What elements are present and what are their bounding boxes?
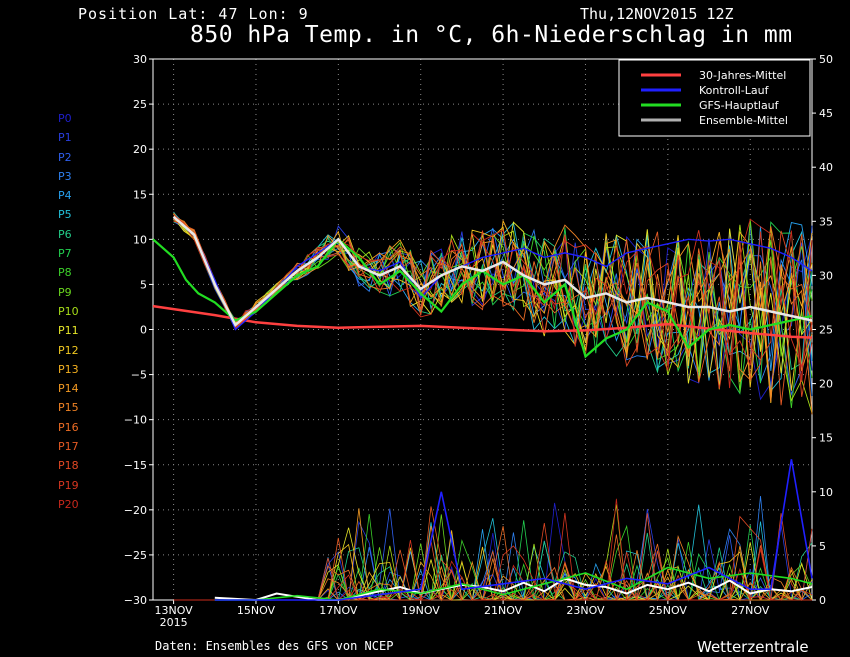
x-tick-label: 21NOV xyxy=(484,604,523,617)
x-tick-label: 27NOV xyxy=(731,604,770,617)
member-label-p7: P7 xyxy=(58,247,72,261)
precip-line-kontroll-lauf xyxy=(214,459,813,601)
y-left-tick-label: 10 xyxy=(133,233,147,246)
brand-label: Wetterzentrale xyxy=(697,638,809,656)
y-left-tick-label: 15 xyxy=(133,188,147,201)
x-tick-label: 17NOV xyxy=(319,604,358,617)
member-lines xyxy=(173,211,813,602)
y-left-tick-label: 5 xyxy=(140,278,147,291)
x-tick-label: 19NOV xyxy=(402,604,441,617)
legend-label-kontroll-lauf: Kontroll-Lauf xyxy=(699,84,770,97)
member-label-p2: P2 xyxy=(58,150,72,164)
y-left-tick-label: −5 xyxy=(131,369,147,382)
member-label-p4: P4 xyxy=(58,189,72,203)
member-label-p14: P14 xyxy=(58,382,79,396)
member-label-p19: P19 xyxy=(58,478,79,492)
member-legend: P0 P1 P2 P3 P4 P5 P6 P7 P8 P9 P10 P11 P12 P13 P14 P15 P1… xyxy=(58,109,79,514)
member-label-p20: P20 xyxy=(58,497,79,511)
member-label-p18: P18 xyxy=(58,459,79,473)
temp-line-30-jahres-mittel xyxy=(152,304,813,339)
member-label-p13: P13 xyxy=(58,362,79,376)
member-label-p8: P8 xyxy=(58,266,72,280)
member-temp-line-p19 xyxy=(173,213,813,372)
x-tick-label: 15NOV xyxy=(237,604,276,617)
chart-title: 850 hPa Temp. in °C, 6h-Niederschlag in … xyxy=(190,22,793,48)
y-left-tick-label: −30 xyxy=(124,594,147,607)
member-label-p17: P17 xyxy=(58,440,79,454)
legend-label-ensemble-mittel: Ensemble-Mittel xyxy=(699,114,788,127)
member-label-p9: P9 xyxy=(58,285,72,299)
position-label: Position Lat: 47 Lon: 9 xyxy=(78,5,309,23)
x-tick-label: 25NOV xyxy=(649,604,688,617)
y-left-tick-label: −20 xyxy=(124,504,147,517)
run-date: Thu,12NOV2015 12Z xyxy=(580,5,734,23)
member-label-p3: P3 xyxy=(58,169,72,183)
member-label-p15: P15 xyxy=(58,401,79,415)
y-left-tick-label: −25 xyxy=(124,549,147,562)
y-left-tick-label: −10 xyxy=(124,414,147,427)
legend-box xyxy=(618,59,811,137)
y-right-tick-label: 5 xyxy=(819,540,826,553)
member-label-p16: P16 xyxy=(58,420,79,434)
legend-label-gfs-hauptlauf: GFS-Hauptlauf xyxy=(699,99,780,112)
y-right-tick-label: 35 xyxy=(819,215,833,228)
y-right-tick-label: 30 xyxy=(819,269,833,282)
y-left-tick-label: 20 xyxy=(133,143,147,156)
y-right-tick-label: 25 xyxy=(819,324,833,337)
y-right-tick-label: 45 xyxy=(819,107,833,120)
y-right-tick-label: 50 xyxy=(819,53,833,66)
temp-line-ensemble-mittel xyxy=(172,215,813,327)
member-label-p5: P5 xyxy=(58,208,72,222)
y-left-tick-label: 25 xyxy=(133,98,147,111)
y-right-tick-label: 10 xyxy=(819,486,833,499)
member-label-p0: P0 xyxy=(58,112,72,125)
member-label-p6: P6 xyxy=(58,227,72,241)
x-tick-label: 13NOV 2015 xyxy=(154,604,193,629)
legend-label-30-jahres-mittel: 30-Jahres-Mittel xyxy=(699,69,786,82)
y-right-tick-label: 0 xyxy=(819,594,826,607)
member-temp-line-p13 xyxy=(173,218,813,369)
member-label-p12: P12 xyxy=(58,343,79,357)
y-right-tick-label: 40 xyxy=(819,161,833,174)
member-label-p11: P11 xyxy=(58,324,79,338)
x-tick-label: 23NOV xyxy=(566,604,605,617)
precip-line-gfs-hauptlauf xyxy=(214,566,813,601)
member-label-p1: P1 xyxy=(58,131,72,145)
y-right-tick-label: 15 xyxy=(819,432,833,445)
data-source: Daten: Ensembles des GFS von NCEP xyxy=(155,639,394,653)
y-right-tick-label: 20 xyxy=(819,378,833,391)
member-temp-line-p18 xyxy=(173,216,813,397)
y-left-tick-label: 0 xyxy=(140,324,147,337)
y-left-tick-label: −15 xyxy=(124,459,147,472)
member-label-p10: P10 xyxy=(58,304,79,318)
y-left-tick-label: 30 xyxy=(133,53,147,66)
